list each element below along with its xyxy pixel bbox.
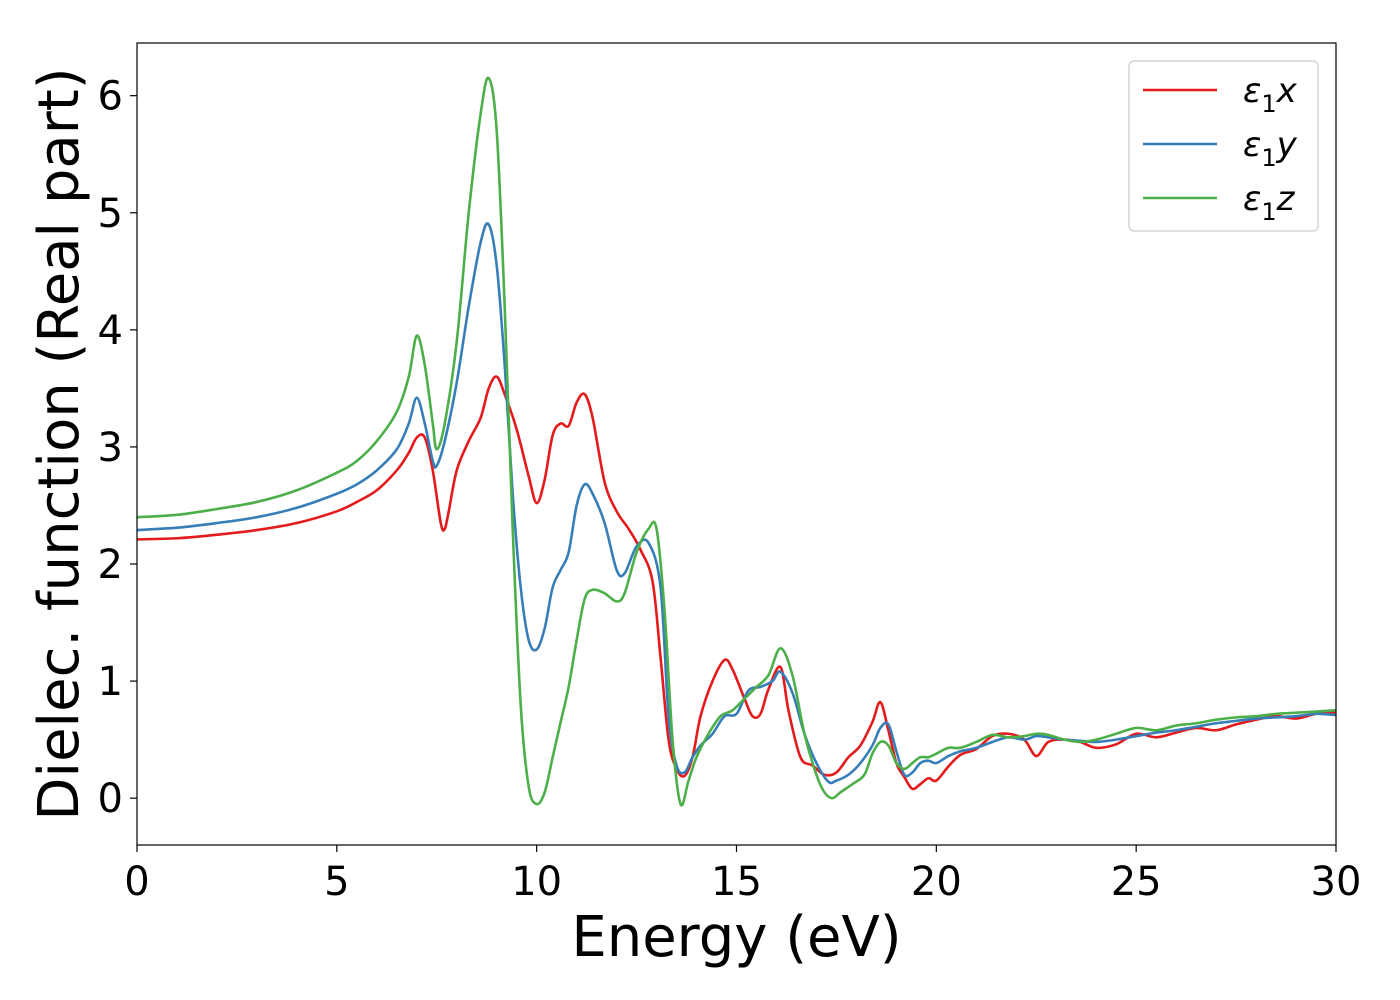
legend-frame: [1128, 60, 1319, 232]
y-tick-label: 1: [98, 659, 123, 705]
series-line-y: [136, 222, 1337, 785]
x-tick-label: 25: [1111, 859, 1162, 905]
x-axis-label: Energy (eV): [571, 905, 901, 970]
legend-label-z: ε1z: [1243, 179, 1296, 226]
y-tick-label: 4: [98, 308, 123, 354]
x-tick-label: 10: [511, 859, 562, 905]
y-tick-label: 2: [98, 542, 123, 588]
y-tick-label: 5: [98, 191, 123, 237]
x-tick-label: 30: [1311, 859, 1362, 905]
series-layer: [136, 76, 1337, 807]
y-tick-label: 6: [98, 74, 123, 120]
x-tick-label: 0: [124, 859, 149, 905]
x-tick-label: 15: [711, 859, 762, 905]
series-line-z: [136, 76, 1337, 807]
y-tick-label: 0: [98, 776, 123, 822]
x-tick-label: 5: [324, 859, 349, 905]
y-axis-label: Dielec. function (Real part): [27, 67, 92, 820]
legend: ε1x ε1y ε1z: [1128, 60, 1319, 232]
y-tick-label: 3: [98, 425, 123, 471]
x-axis: 0 5 10 15 20 25 30: [124, 845, 1361, 905]
legend-label-y: ε1y: [1243, 125, 1298, 172]
x-tick-label: 20: [911, 859, 962, 905]
legend-label-x: ε1x: [1243, 71, 1298, 118]
series-line-x: [136, 375, 1337, 791]
y-axis: 0 1 2 3 4 5 6: [98, 74, 137, 822]
